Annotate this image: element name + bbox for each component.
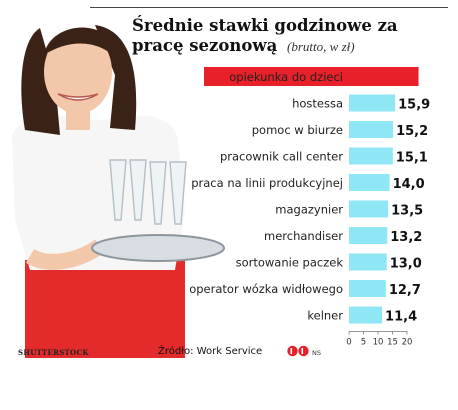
value-label: 13,0 [390,257,422,272]
category-label: magazynier [275,203,343,217]
chart-title: Średnie stawki godzinowe za pracę sezono… [132,16,452,57]
value-label: 14,0 [393,177,425,192]
value-label: 15,2 [396,124,428,139]
photo-credit: SHUTTERSTOCK [18,348,89,357]
bar-chart: opiekunka do dzieci 22,6 hostessa 15,9 pomoc… [189,67,455,348]
x-tick-label: 5 [361,338,366,348]
category-label: sortowanie paczek [236,256,344,270]
value-label: 12,7 [389,283,421,298]
value-label: 15,1 [396,151,428,166]
waitress-photo [12,25,225,358]
category-label: pracownik call center [220,150,343,164]
bar [349,306,383,324]
category-label: praca na linii produkcyjnej [191,176,343,190]
bar [349,200,389,218]
publisher-logo-icon [287,345,309,357]
value-label: 22,6 [418,68,455,86]
bar [349,253,387,271]
category-label: kelner [307,309,343,323]
x-tick-label: 10 [373,338,384,348]
bar [349,147,393,165]
x-tick-label: 20 [402,338,413,348]
bar [349,94,396,112]
data-source: Źródło: Work Service [158,346,263,357]
category-label: hostessa [292,97,343,111]
x-tick-label: 0 [346,338,351,348]
category-label: operator wózka widłowego [189,282,343,296]
category-label: opiekunka do dzieci [229,70,343,84]
chart-subtitle: (brutto, w zł) [287,39,355,54]
value-label: 13,5 [391,204,423,219]
bar [349,174,390,191]
chart-title-text: Średnie stawki godzinowe za pracę sezono… [132,16,398,55]
value-label: 13,2 [390,230,422,245]
value-label: 11,4 [385,310,417,325]
bar-highlight-background [204,67,419,86]
bar [349,280,386,297]
bar [349,227,388,244]
top-rule [90,7,448,8]
bar [349,121,394,138]
category-label: merchandiser [264,229,343,243]
category-label: pomoc w biurze [252,123,343,137]
x-tick-label: 15 [387,338,398,348]
value-label: 15,9 [398,98,430,113]
logo-text: NS [312,349,321,357]
